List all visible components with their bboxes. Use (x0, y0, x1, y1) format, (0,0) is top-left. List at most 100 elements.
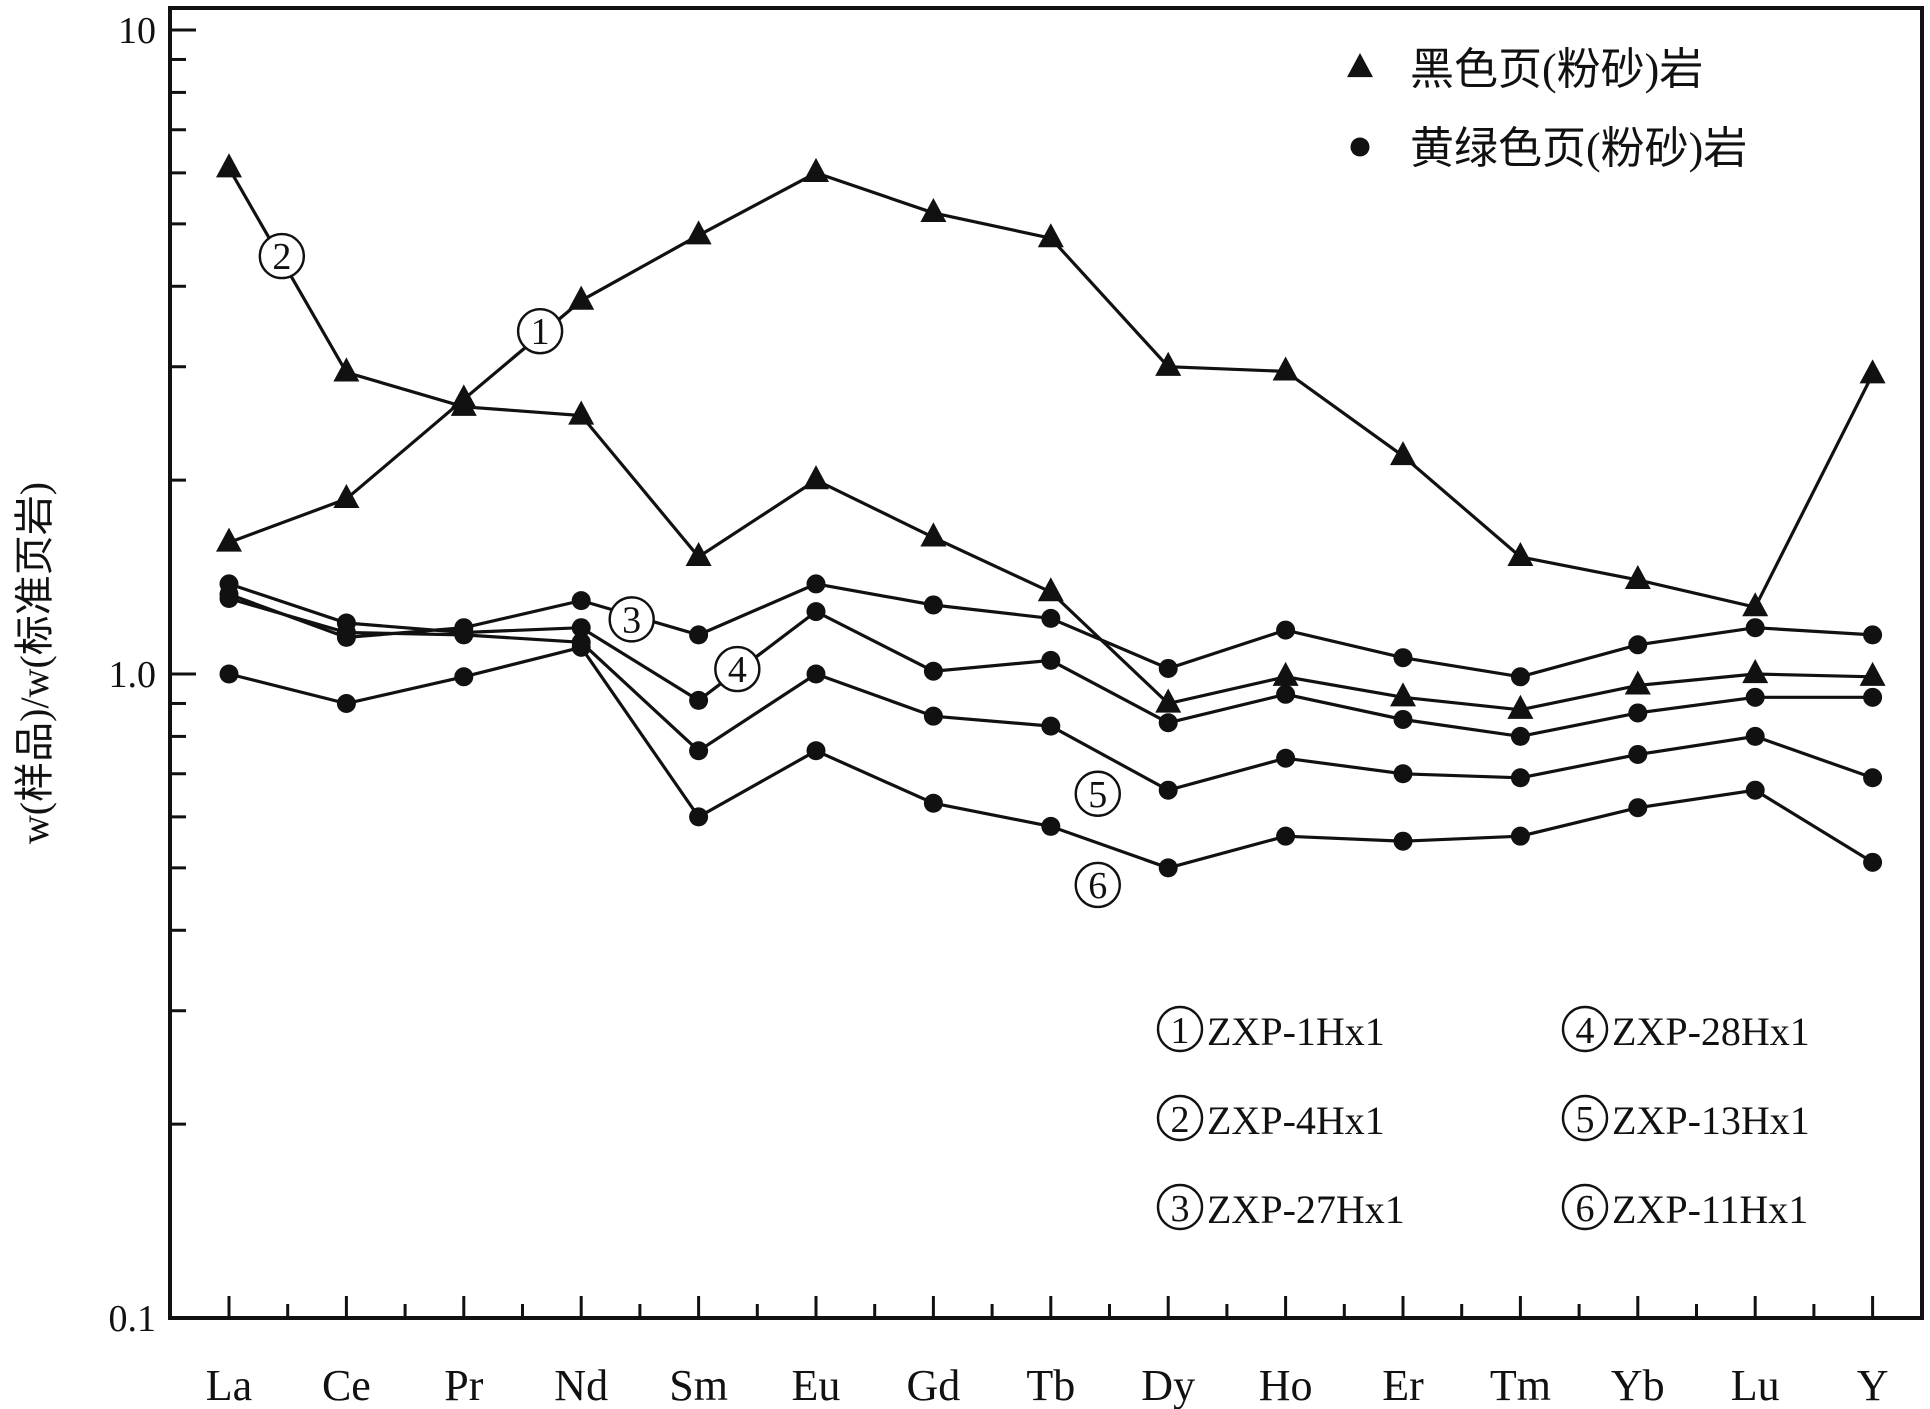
y-tick-label: 1.0 (109, 654, 157, 696)
data-point-4 (806, 602, 826, 622)
data-point-3 (1510, 667, 1530, 687)
data-point-5 (1393, 764, 1413, 784)
data-point-5 (1158, 780, 1178, 800)
data-point-4 (1628, 703, 1648, 723)
data-point-4 (571, 618, 591, 638)
x-tick-label: Tb (1026, 1361, 1075, 1409)
data-point-5 (1276, 748, 1296, 768)
data-point-1 (1859, 359, 1886, 384)
data-point-3 (1158, 658, 1178, 678)
data-point-5 (689, 741, 709, 761)
data-point-6 (219, 664, 239, 684)
data-point-1 (1742, 592, 1769, 617)
legend-label: 黄绿色页(粉砂)岩 (1410, 124, 1747, 173)
data-point-3 (1863, 625, 1883, 645)
data-point-4 (1276, 684, 1296, 704)
data-point-6 (571, 637, 591, 657)
data-point-1 (1624, 564, 1651, 589)
data-point-1 (803, 157, 829, 182)
x-tick-label: Ho (1259, 1361, 1313, 1409)
data-point-5 (806, 664, 826, 684)
data-point-6 (1393, 831, 1413, 851)
callout-5: 5 (1074, 770, 1121, 817)
sample-number: 3 (1171, 1188, 1190, 1230)
sample-number: 1 (1171, 1010, 1190, 1052)
data-point-2 (1624, 670, 1651, 695)
series-6 (219, 637, 1883, 878)
data-point-6 (336, 693, 356, 713)
data-point-1 (1037, 223, 1064, 248)
data-point-2 (803, 465, 829, 490)
sample-legend-label: ZXP-13Hx1 (1612, 1098, 1810, 1143)
series-line-2 (227, 167, 1873, 712)
data-point-2 (1155, 688, 1182, 713)
data-point-1 (1272, 356, 1299, 381)
sample-number-circle (1561, 1183, 1609, 1231)
sample-number-circle (1156, 1005, 1204, 1053)
data-point-3 (1041, 608, 1061, 628)
callout-circle (1074, 861, 1121, 909)
data-point-5 (219, 588, 239, 608)
sample-legend-item-4: 4 ZXP-28Hx1 (1561, 1005, 1810, 1054)
data-point-4 (923, 661, 943, 681)
data-point-5 (336, 622, 356, 642)
data-point-5 (1041, 716, 1061, 736)
data-point-2 (1742, 659, 1769, 684)
series-1 (216, 157, 1886, 617)
data-point-5 (923, 706, 943, 726)
callout-number: 2 (272, 236, 291, 278)
x-tick-label: La (206, 1361, 252, 1409)
data-point-6 (1745, 780, 1765, 800)
sample-legend-item-2: 2 ZXP-4Hx1 (1156, 1094, 1385, 1143)
callout-2: 2 (258, 232, 306, 280)
callout-circle (516, 307, 564, 355)
callout-circle (714, 645, 761, 693)
data-point-5 (1628, 744, 1648, 764)
data-point-6 (923, 793, 943, 813)
data-point-4 (1863, 687, 1883, 707)
series-callouts: 1 2 3 4 5 6 (258, 232, 1121, 909)
callout-number: 6 (1088, 865, 1107, 907)
sample-legend-item-1: 1 ZXP-1Hx1 (1156, 1005, 1385, 1054)
sample-number: 2 (1171, 1099, 1190, 1141)
x-tick-label: Eu (792, 1361, 841, 1409)
callout-circle (608, 596, 655, 643)
plot-frame (168, 6, 1924, 1320)
sample-number: 5 (1576, 1099, 1595, 1141)
x-tick-label: Tm (1490, 1361, 1551, 1409)
data-point-4 (219, 574, 239, 594)
sample-legend-item-5: 5 ZXP-13Hx1 (1561, 1094, 1810, 1143)
x-tick-label: Sm (669, 1361, 728, 1409)
data-point-4 (1158, 713, 1178, 733)
x-tick-label: Er (1382, 1361, 1424, 1409)
triangle-legend-icon (1347, 53, 1373, 78)
y-axis-label: w(样品)/w(标准页岩) (12, 482, 57, 844)
sample-number-circle (1561, 1094, 1609, 1142)
data-point-4 (1041, 650, 1061, 670)
data-point-6 (806, 741, 826, 761)
sample-legend-label: ZXP-27Hx1 (1207, 1187, 1405, 1232)
legend-label: 黑色页(粉砂)岩 (1410, 45, 1703, 94)
callout-4: 4 (714, 645, 761, 693)
data-point-3 (806, 574, 826, 594)
callout-number: 3 (622, 599, 641, 641)
data-point-4 (689, 690, 709, 710)
x-tick-label: Yb (1611, 1361, 1665, 1409)
callout-1: 1 (516, 307, 564, 355)
data-point-1 (216, 527, 242, 552)
callout-circle (258, 232, 306, 280)
data-point-2 (1390, 682, 1416, 707)
sample-legend-label: ZXP-1Hx1 (1207, 1009, 1385, 1054)
sample-legend-label: ZXP-28Hx1 (1612, 1009, 1810, 1054)
data-point-5 (1510, 768, 1530, 788)
data-point-2 (216, 153, 242, 178)
data-point-2 (1037, 577, 1064, 602)
data-point-6 (1158, 858, 1178, 878)
data-point-3 (1628, 635, 1648, 655)
data-point-5 (454, 625, 474, 645)
sample-legend-item-6: 6 ZXP-11Hx1 (1561, 1183, 1808, 1232)
data-point-4 (1393, 709, 1413, 729)
